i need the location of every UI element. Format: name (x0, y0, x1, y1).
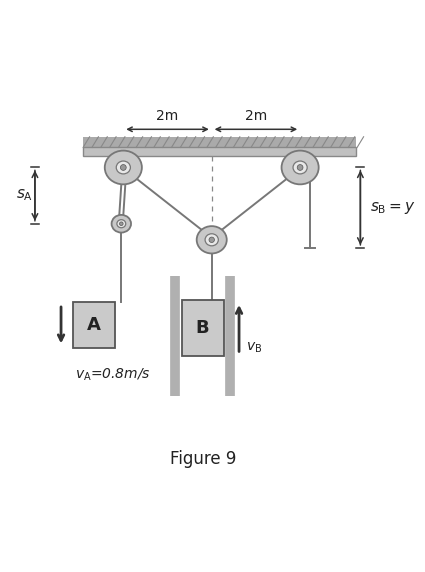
Text: $v_\mathsf{A}$=0.8m/s: $v_\mathsf{A}$=0.8m/s (75, 366, 151, 383)
Circle shape (119, 222, 123, 225)
Ellipse shape (197, 226, 227, 253)
Text: 2m: 2m (156, 109, 178, 123)
Ellipse shape (116, 161, 130, 174)
Text: $s_\mathsf{B}=y$: $s_\mathsf{B}=y$ (371, 200, 416, 216)
Ellipse shape (281, 150, 319, 184)
Text: $s_\mathsf{A}$: $s_\mathsf{A}$ (16, 188, 34, 204)
Circle shape (297, 165, 303, 170)
Ellipse shape (293, 161, 307, 174)
Ellipse shape (117, 220, 126, 228)
Bar (73, 302, 115, 348)
Text: $v_\mathsf{B}$: $v_\mathsf{B}$ (246, 341, 262, 355)
Text: 2m: 2m (245, 109, 267, 123)
Bar (83, 137, 356, 148)
Ellipse shape (105, 150, 142, 184)
Bar (181, 300, 224, 356)
Text: B: B (196, 319, 210, 337)
Text: Figure 9: Figure 9 (170, 450, 237, 468)
Ellipse shape (205, 234, 218, 246)
Text: A: A (87, 316, 101, 334)
Ellipse shape (112, 215, 131, 233)
Circle shape (209, 237, 215, 243)
Bar (83, 148, 356, 156)
Circle shape (120, 165, 126, 170)
